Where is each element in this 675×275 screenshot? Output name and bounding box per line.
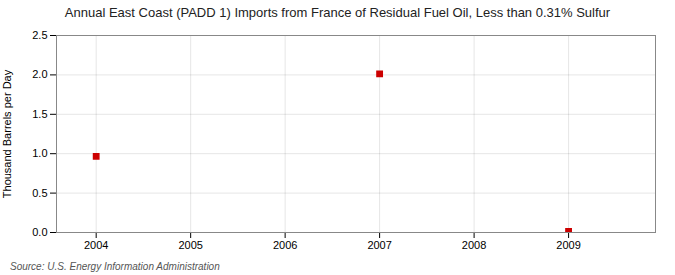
svg-text:2006: 2006	[273, 239, 297, 251]
svg-text:2.0: 2.0	[32, 68, 47, 80]
svg-text:1.0: 1.0	[32, 147, 47, 159]
svg-text:2004: 2004	[84, 239, 108, 251]
svg-text:Thousand Barrels per Day: Thousand Barrels per Day	[1, 69, 13, 198]
svg-text:2008: 2008	[462, 239, 486, 251]
svg-text:0.0: 0.0	[32, 226, 47, 238]
svg-text:2005: 2005	[178, 239, 202, 251]
html-text:Source: U.S. Energy Informatio: Source: U.S. Energy Information Administ…	[10, 261, 220, 272]
svg-text:2.5: 2.5	[32, 29, 47, 41]
svg-text:1.5: 1.5	[32, 108, 47, 120]
svg-text:0.5: 0.5	[32, 187, 47, 199]
html-text:Annual East Coast (PADD 1) Imp: Annual East Coast (PADD 1) Imports from …	[64, 5, 611, 20]
svg-text:2009: 2009	[556, 239, 580, 251]
svg-text:2007: 2007	[367, 239, 391, 251]
